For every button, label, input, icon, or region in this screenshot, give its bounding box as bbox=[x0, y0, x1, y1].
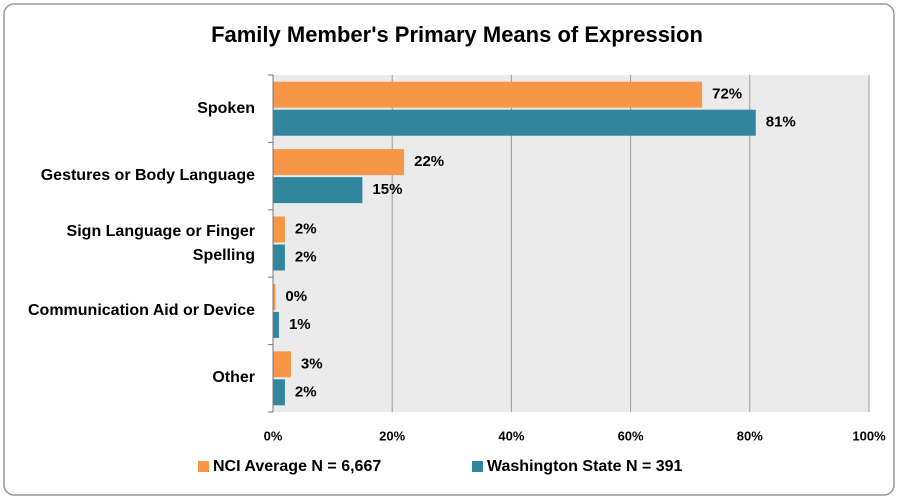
chart-title: Family Member's Primary Means of Express… bbox=[211, 22, 703, 47]
x-tick-label: 80% bbox=[737, 428, 763, 443]
bar bbox=[273, 244, 285, 271]
x-tick-label: 100% bbox=[852, 428, 886, 443]
bar bbox=[273, 351, 291, 378]
value-label: 22% bbox=[414, 153, 444, 170]
value-label: 2% bbox=[295, 248, 317, 265]
x-tick-label: 40% bbox=[498, 428, 524, 443]
category-label: Other bbox=[212, 369, 255, 387]
legend-swatch bbox=[472, 461, 483, 472]
bar bbox=[273, 311, 279, 338]
bar bbox=[273, 177, 363, 204]
bar bbox=[273, 109, 756, 136]
value-label: 81% bbox=[766, 114, 796, 131]
category-label: Spoken bbox=[197, 99, 255, 117]
legend-label: NCI Average N = 6,667 bbox=[213, 458, 381, 475]
bar bbox=[273, 379, 285, 406]
category-label: Sign Language or Finger Spelling bbox=[66, 222, 255, 264]
legend-label: Washington State N = 391 bbox=[487, 458, 683, 475]
category-label: Communication Aid or Device bbox=[28, 301, 255, 319]
bar bbox=[273, 216, 285, 243]
category-label: Gestures or Body Language bbox=[40, 167, 255, 185]
x-tick-label: 60% bbox=[618, 428, 644, 443]
value-label: 2% bbox=[295, 383, 317, 400]
bar bbox=[273, 149, 405, 176]
value-label: 3% bbox=[301, 355, 323, 372]
bar bbox=[273, 81, 703, 108]
value-label: 72% bbox=[712, 86, 742, 103]
bar bbox=[273, 283, 276, 310]
legend-swatch bbox=[198, 461, 209, 472]
value-label: 0% bbox=[285, 288, 307, 305]
value-label: 2% bbox=[295, 220, 317, 237]
value-label: 1% bbox=[289, 316, 311, 333]
x-tick-label: 20% bbox=[379, 428, 405, 443]
x-tick-label: 0% bbox=[264, 428, 283, 443]
value-label: 15% bbox=[372, 181, 402, 198]
